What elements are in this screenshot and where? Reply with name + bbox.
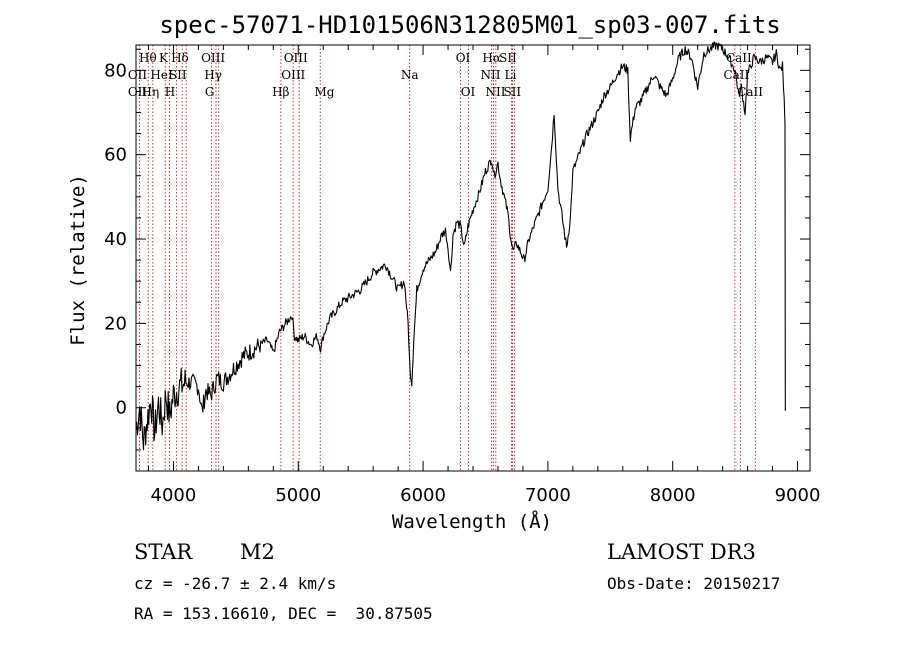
spectral-line-label: OIII xyxy=(284,51,308,65)
object-class: STAR xyxy=(134,540,193,564)
spectral-line-label: OIII xyxy=(201,51,225,65)
y-tick-label: 40 xyxy=(104,229,127,250)
y-tick-label: 80 xyxy=(104,60,127,81)
spectral-line-label: Hγ xyxy=(204,68,222,82)
spectral-line-label: Hβ xyxy=(272,85,289,99)
spectral-line-label: Hη xyxy=(142,85,160,99)
x-tick-label: 8000 xyxy=(650,485,696,506)
spectral-line-label: Hδ xyxy=(171,51,189,65)
spectral-line-label: Mg xyxy=(314,85,334,99)
spectral-line-label: Li xyxy=(505,68,517,82)
spectral-line-markers xyxy=(138,45,756,471)
object-subclass: M2 xyxy=(240,540,275,564)
spectral-line-label: Na xyxy=(401,68,419,82)
x-tick-label: 7000 xyxy=(525,485,571,506)
spectral-line-label: OII xyxy=(128,85,148,99)
spectral-line-label: Hθ xyxy=(139,51,157,65)
spectral-line-label: NII xyxy=(485,85,505,99)
y-axis-label: Flux (relative) xyxy=(67,174,89,346)
y-tick-label: 0 xyxy=(116,398,127,419)
y-tick-label: 20 xyxy=(104,313,127,334)
y-tick-label: 60 xyxy=(104,145,127,166)
spectral-line-label: OIII xyxy=(281,68,305,82)
plot-axes xyxy=(135,44,811,472)
spectral-line-label: G xyxy=(205,85,215,99)
velocity-readout: cz = -26.7 ± 2.4 km/s xyxy=(134,574,337,593)
spectral-line-label: Hα xyxy=(482,51,501,65)
spectrum-line xyxy=(135,41,787,451)
spectral-line-label: SII xyxy=(503,85,521,99)
spectral-line-label: HeI xyxy=(150,68,173,82)
x-tick-label: 9000 xyxy=(775,485,821,506)
chart-title: spec-57071-HD101506N312805M01_sp03-007.f… xyxy=(159,11,780,39)
spectral-line-label: OI xyxy=(461,85,476,99)
spectral-line-label: SII xyxy=(169,68,187,82)
spectral-line-label: NII xyxy=(480,68,500,82)
x-tick-label: 4000 xyxy=(151,485,197,506)
spectral-line-label: H xyxy=(165,85,175,99)
spectral-line-label: OI xyxy=(456,51,471,65)
x-tick-label: 6000 xyxy=(400,485,446,506)
plot-frame xyxy=(135,44,811,472)
spectral-line-label: K xyxy=(159,51,169,65)
spectral-line-label: CaII xyxy=(737,85,763,99)
axis-ticks xyxy=(136,45,810,472)
spectral-line-labels: OII OII Hθ Hη K HeI H SII Hδ OIII Hγ G Hβ OIII OIII Mg N… xyxy=(128,51,763,99)
axis-tick-labels: 4000 5000 6000 7000 8000 9000 0 20 40 60 80 xyxy=(104,60,820,506)
spectral-line-label: CaII xyxy=(726,51,752,65)
survey-name: LAMOST DR3 xyxy=(607,540,756,564)
x-axis-label: Wavelength (Å) xyxy=(392,510,552,533)
observation-date: Obs-Date: 20150217 xyxy=(607,574,781,593)
spectral-line-label: SII xyxy=(499,51,517,65)
spectral-line-label: OII xyxy=(128,68,148,82)
coordinates-readout: RA = 153.16610, DEC = 30.87505 xyxy=(134,604,433,623)
x-tick-label: 5000 xyxy=(275,485,321,506)
